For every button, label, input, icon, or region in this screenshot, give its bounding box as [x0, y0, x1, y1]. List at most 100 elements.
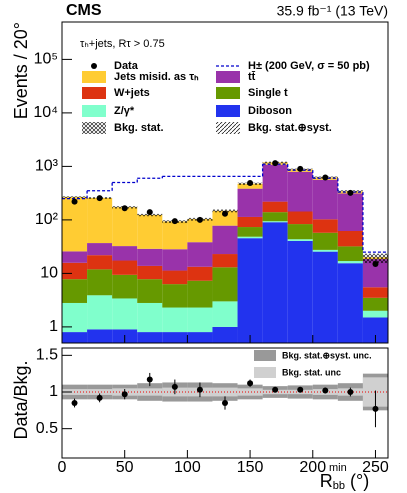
stack-segment	[212, 225, 238, 255]
x-tick-label: 100	[174, 459, 201, 476]
ratio-point	[171, 383, 178, 390]
stack-segment	[312, 219, 338, 233]
legend-label: Bkg. stat.⊕syst. unc.	[282, 350, 372, 360]
legend-marker	[91, 63, 97, 69]
stack-segment	[62, 302, 88, 333]
stack-segment	[62, 279, 88, 303]
frame	[61, 347, 389, 459]
stack-segment	[337, 263, 363, 343]
stack-segment	[137, 302, 163, 333]
legend-label: Bkg. stat.	[114, 122, 164, 134]
legend-label: Jets misid. as τₕ	[114, 71, 199, 83]
stack-segment	[362, 297, 388, 311]
stack-segment	[212, 301, 238, 327]
ratio-point	[121, 391, 128, 398]
legend-swatch	[82, 87, 106, 99]
data-point	[71, 198, 78, 205]
legend-label: H± (200 GeV, σ = 50 pb)	[248, 60, 370, 72]
data-point	[196, 216, 203, 223]
legend-swatch	[216, 87, 240, 99]
data-point	[171, 218, 178, 225]
x-tick-label: 250	[362, 459, 389, 476]
x-title-main: R	[320, 471, 333, 491]
stack-segment	[87, 329, 113, 343]
stack-segment	[112, 207, 138, 247]
legend-label: W+jets	[114, 87, 150, 99]
stat-hatch	[362, 253, 388, 264]
ratio-point	[222, 400, 228, 406]
stack-segment	[162, 270, 188, 285]
stack-segment	[187, 242, 213, 267]
stack-segment	[187, 219, 213, 243]
data-point	[272, 160, 279, 167]
stack-segment	[287, 224, 313, 240]
x-tick-label: 200	[299, 459, 326, 476]
legend-label: Bkg. stat. unc	[282, 367, 341, 377]
legend-label: tt̄	[248, 71, 256, 83]
legend-label: Single t	[248, 87, 288, 99]
stack-segment	[112, 260, 138, 275]
stack-segment	[237, 238, 263, 343]
legend-label: Z/γ*	[114, 105, 135, 117]
stack-segment	[312, 251, 338, 343]
stack-segment	[262, 221, 288, 223]
legend-swatch	[254, 350, 276, 361]
stack-segment	[137, 332, 163, 343]
stack-segment	[262, 212, 288, 222]
stat-hatch	[62, 196, 88, 199]
stack-segment	[62, 332, 88, 343]
ratio-point	[196, 386, 203, 393]
stack-segment	[337, 246, 363, 262]
stack-segment	[237, 236, 263, 239]
legend-swatch	[82, 71, 106, 83]
lumi: 35.9 fb⁻¹ (13 TeV)	[277, 3, 388, 19]
stack-segment	[87, 197, 113, 244]
legend-swatch	[216, 105, 240, 117]
x-title-sub: bb	[333, 480, 345, 492]
y-tick-label: 10⁴	[33, 104, 58, 121]
data-point	[322, 174, 329, 181]
stack-segment	[87, 255, 113, 270]
legend-label: Bkg. stat.⊕syst.	[248, 122, 332, 134]
x-tick-label: 0	[58, 459, 67, 476]
stack-segment	[287, 239, 313, 241]
stack-segment	[162, 249, 188, 271]
stack-segment	[162, 284, 188, 308]
legend-swatch	[82, 105, 106, 117]
ratio-y-title: Data/Bkg.	[11, 360, 31, 439]
legend-swatch	[254, 367, 276, 378]
stack-segment	[62, 262, 88, 280]
stack-segment	[262, 164, 288, 202]
stack-segment	[362, 287, 388, 298]
y-tick-label: 1.5	[36, 347, 58, 364]
ratio-point	[272, 386, 279, 393]
stack-segment	[112, 274, 138, 299]
y-axis-title: Events / 20°	[11, 22, 31, 119]
stack-segment	[337, 261, 363, 264]
y-tick-label: 10⁵	[34, 51, 58, 68]
ratio-point	[347, 389, 354, 395]
data-point	[372, 260, 379, 267]
y-tick-label: 10³	[35, 158, 59, 175]
stack-segment	[337, 193, 363, 232]
stack-segment	[162, 332, 188, 343]
stack-segment	[137, 265, 163, 280]
data-point	[247, 179, 254, 186]
stack-segment	[187, 266, 213, 281]
stack-segment	[287, 211, 313, 225]
stack-segment	[162, 307, 188, 333]
data-point	[347, 189, 354, 196]
stack-segment	[312, 249, 338, 252]
stack-segment	[62, 197, 88, 252]
x-tick-label: 150	[237, 459, 264, 476]
stack-segment	[87, 243, 113, 256]
stack-segment	[162, 221, 188, 250]
ratio-point	[146, 376, 153, 383]
legend-label: Data	[114, 60, 139, 72]
legend-swatch	[82, 122, 106, 134]
ratio-point	[297, 386, 304, 393]
stack-segment	[212, 267, 238, 302]
stack-segment	[237, 183, 263, 189]
data-point	[121, 205, 128, 212]
